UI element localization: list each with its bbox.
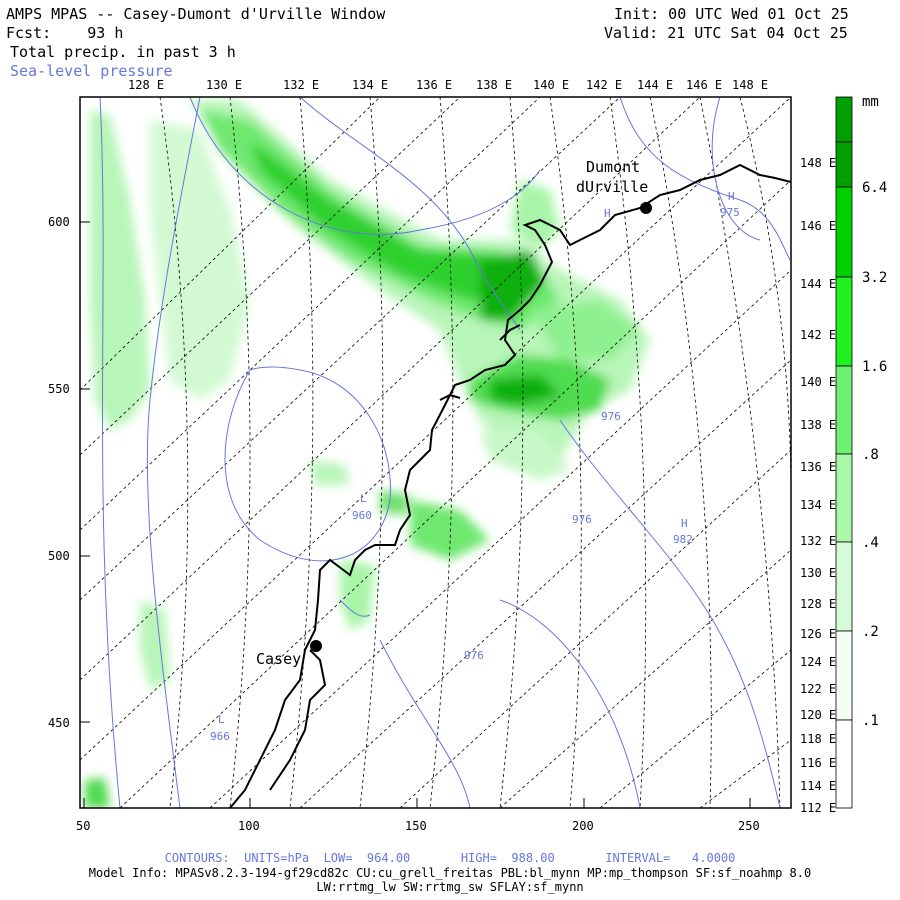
svg-text:142 E: 142 E xyxy=(800,328,836,342)
field-name: Total precip. in past 3 h xyxy=(10,43,236,61)
svg-text:.2: .2 xyxy=(862,624,879,640)
slp-high-marker: H xyxy=(681,517,688,530)
svg-text:124 E: 124 E xyxy=(800,655,836,669)
bottom-axis-labels: 50 100 150 200 250 xyxy=(76,819,760,833)
casey-marker xyxy=(310,640,322,652)
svg-text:144 E: 144 E xyxy=(637,78,673,92)
station-label-casey: Casey xyxy=(256,650,301,668)
svg-text:1.6: 1.6 xyxy=(862,359,887,375)
map-frame xyxy=(79,96,792,809)
right-longitude-labels: 148 E 146 E 144 E 142 E 140 E 138 E 136 … xyxy=(800,156,836,815)
station-markers xyxy=(310,202,652,652)
contour-info: CONTOURS: UNITS=hPa LOW= 964.00 HIGH= 98… xyxy=(164,851,736,865)
map-title: AMPS MPAS -- Casey-Dumont d'Urville Wind… xyxy=(6,5,386,23)
svg-text:.8: .8 xyxy=(862,447,879,463)
forecast-hour: Fcst: 93 h xyxy=(6,24,124,42)
slp-high-marker: H xyxy=(728,190,735,203)
slp-value-label: 982 xyxy=(673,533,693,546)
svg-text:138 E: 138 E xyxy=(476,78,512,92)
svg-text:136 E: 136 E xyxy=(416,78,452,92)
svg-text:148 E: 148 E xyxy=(732,78,768,92)
svg-text:144 E: 144 E xyxy=(800,277,836,291)
slp-low-marker: L xyxy=(218,713,225,726)
svg-text:126 E: 126 E xyxy=(800,627,836,641)
model-info-line2: LW:rrtmg_lw SW:rrtmg_sw SFLAY:sf_mynn xyxy=(316,880,584,894)
slp-value-label: 976 xyxy=(601,410,621,423)
svg-text:450: 450 xyxy=(48,716,70,730)
colorbar-labels: 6.4 3.2 1.6 .8 .4 .2 .1 xyxy=(862,180,887,729)
valid-time: Valid: 21 UTC Sat 04 Oct 25 xyxy=(604,24,848,42)
precip-shading xyxy=(85,100,650,808)
station-label-durville: dUrville xyxy=(576,178,648,196)
svg-text:128 E: 128 E xyxy=(128,78,164,92)
svg-text:118 E: 118 E xyxy=(800,732,836,746)
svg-text:128 E: 128 E xyxy=(800,597,836,611)
svg-text:500: 500 xyxy=(48,549,70,563)
svg-text:.1: .1 xyxy=(862,713,879,729)
model-info: Model Info: MPASv8.2.3-194-gf29cd82c CU:… xyxy=(88,866,812,880)
svg-text:3.2: 3.2 xyxy=(862,270,887,286)
slp-value-label: 976 xyxy=(572,513,592,526)
svg-text:50: 50 xyxy=(76,819,90,833)
svg-text:146 E: 146 E xyxy=(800,219,836,233)
overlay-name: Sea-level pressure xyxy=(10,62,173,80)
svg-text:120 E: 120 E xyxy=(800,708,836,722)
left-axis-labels: 600 550 500 450 xyxy=(48,215,70,730)
svg-text:140 E: 140 E xyxy=(800,375,836,389)
svg-text:250: 250 xyxy=(738,819,760,833)
svg-text:148 E: 148 E xyxy=(800,156,836,170)
init-time: Init: 00 UTC Wed 01 Oct 25 xyxy=(614,5,849,23)
svg-text:146 E: 146 E xyxy=(686,78,722,92)
svg-text:150: 150 xyxy=(405,819,427,833)
station-label-dumont: Dumont xyxy=(586,158,640,176)
svg-text:600: 600 xyxy=(48,215,70,229)
svg-text:122 E: 122 E xyxy=(800,682,836,696)
svg-text:138 E: 138 E xyxy=(800,418,836,432)
colorbar-unit: mm xyxy=(862,94,879,110)
slp-value-label: 976 xyxy=(464,649,484,662)
svg-text:140 E: 140 E xyxy=(533,78,569,92)
svg-text:200: 200 xyxy=(572,819,594,833)
svg-text:550: 550 xyxy=(48,382,70,396)
left-ticks xyxy=(80,221,751,808)
svg-text:.4: .4 xyxy=(862,535,879,551)
coastline xyxy=(229,163,791,808)
slp-contours xyxy=(99,97,791,808)
svg-text:132 E: 132 E xyxy=(800,534,836,548)
slp-high-marker: H xyxy=(604,207,611,220)
svg-text:6.4: 6.4 xyxy=(862,180,887,196)
svg-text:130 E: 130 E xyxy=(800,566,836,580)
slp-value-label: 960 xyxy=(352,509,372,522)
slp-value-label: 975 xyxy=(720,206,740,219)
svg-text:112 E: 112 E xyxy=(800,801,836,815)
slp-value-label: 966 xyxy=(210,730,230,743)
svg-text:142 E: 142 E xyxy=(586,78,622,92)
svg-text:134 E: 134 E xyxy=(800,498,836,512)
svg-text:114 E: 114 E xyxy=(800,779,836,793)
svg-text:132 E: 132 E xyxy=(283,78,319,92)
svg-text:130 E: 130 E xyxy=(206,78,242,92)
svg-text:134 E: 134 E xyxy=(352,78,388,92)
svg-text:116 E: 116 E xyxy=(800,756,836,770)
dumont-durville-marker xyxy=(640,202,652,214)
svg-text:100: 100 xyxy=(238,819,260,833)
slp-low-marker: L xyxy=(360,492,367,505)
colorbar xyxy=(835,96,853,809)
top-longitude-labels: 128 E 130 E 132 E 134 E 136 E 138 E 140 … xyxy=(128,78,768,92)
svg-text:136 E: 136 E xyxy=(800,460,836,474)
graticule xyxy=(80,97,791,808)
